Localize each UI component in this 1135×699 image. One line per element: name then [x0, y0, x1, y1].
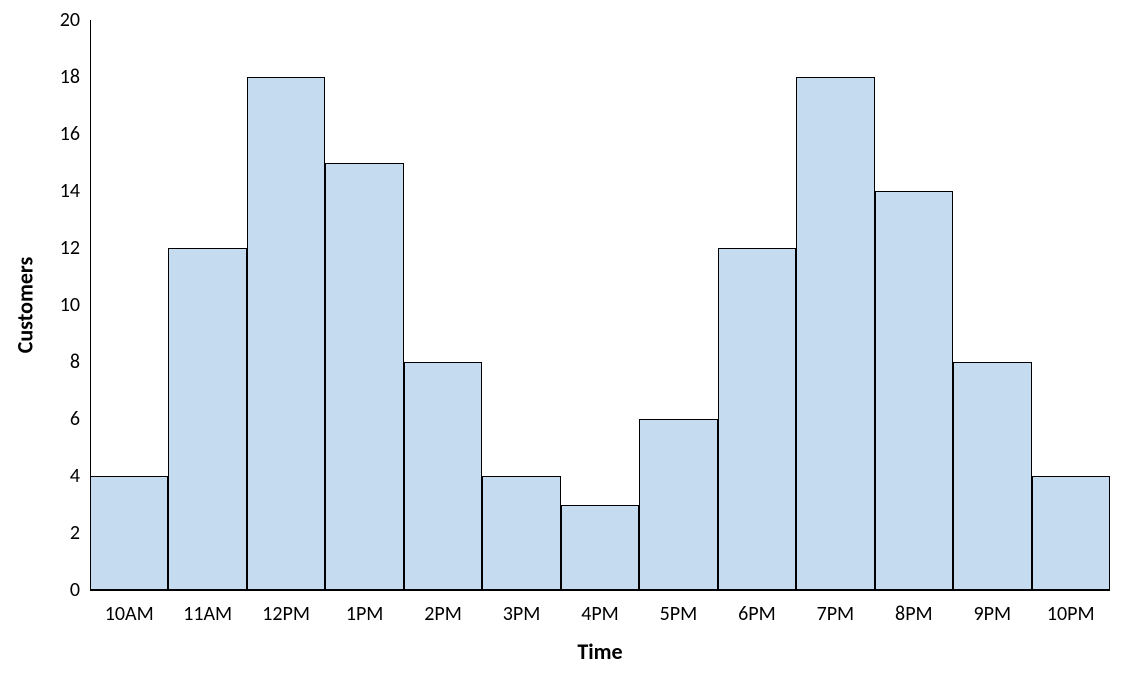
y-tick-label: 14	[60, 179, 80, 203]
x-tick-label: 1PM	[346, 602, 384, 626]
chart-container: 0 2 4 6 8 10 12 14 16 18 20 10AM 11AM 12PM 1PM 2PM 3PM 4P…	[0, 0, 1135, 699]
x-axis-line	[90, 590, 1110, 591]
bar	[90, 476, 168, 590]
x-tick-label: 4PM	[581, 602, 619, 626]
y-tick-label: 2	[70, 521, 80, 545]
x-tick-label: 12PM	[262, 602, 310, 626]
bar	[404, 362, 482, 590]
y-axis-title: Customers	[12, 257, 39, 354]
x-tick-label: 6PM	[738, 602, 776, 626]
bar	[639, 419, 717, 590]
bar	[796, 77, 874, 590]
bar	[718, 248, 796, 590]
bar	[561, 505, 639, 591]
bar	[482, 476, 560, 590]
y-tick-label: 10	[60, 293, 80, 317]
bar	[1032, 476, 1110, 590]
y-tick-label: 8	[70, 350, 80, 374]
bar	[875, 191, 953, 590]
x-tick-label: 8PM	[895, 602, 933, 626]
y-tick-label: 6	[70, 407, 80, 431]
y-tick-label: 12	[60, 236, 80, 260]
x-tick-label: 2PM	[424, 602, 462, 626]
x-tick-label: 7PM	[817, 602, 855, 626]
y-tick-label: 20	[60, 8, 80, 32]
x-tick-label: 10AM	[105, 602, 154, 626]
x-tick-label: 9PM	[974, 602, 1012, 626]
bar	[325, 163, 403, 591]
bar	[168, 248, 246, 590]
x-tick-label: 11AM	[183, 602, 232, 626]
y-tick-label: 4	[70, 464, 80, 488]
bar	[953, 362, 1031, 590]
y-tick-label: 18	[60, 65, 80, 89]
y-tick-label: 16	[60, 122, 80, 146]
x-axis-title: Time	[577, 638, 622, 665]
bar	[247, 77, 325, 590]
x-tick-label: 3PM	[503, 602, 541, 626]
y-tick-label: 0	[70, 578, 80, 602]
x-tick-label: 10PM	[1047, 602, 1095, 626]
x-tick-label: 5PM	[660, 602, 698, 626]
